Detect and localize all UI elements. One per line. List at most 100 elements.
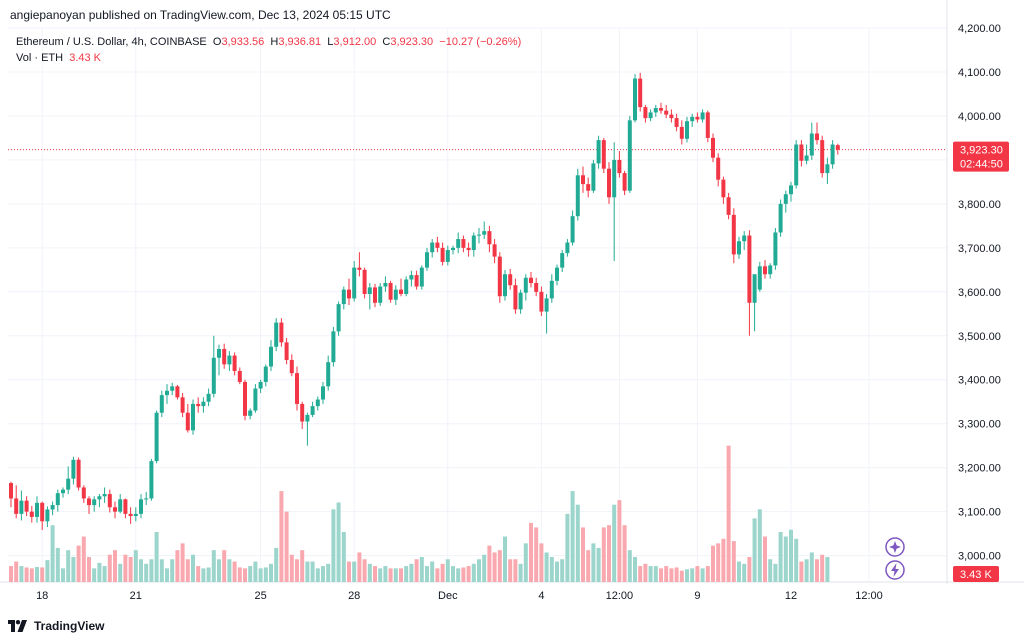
- candle-body: [237, 370, 242, 382]
- candle-body: [747, 235, 752, 303]
- volume-bar: [107, 554, 112, 582]
- volume-bar: [695, 566, 700, 582]
- candle: [534, 277, 539, 297]
- volume-badge-label: 3.43 K: [960, 569, 992, 581]
- volume-bar: [497, 550, 502, 582]
- candle-body: [144, 498, 149, 500]
- candle-body: [321, 386, 325, 400]
- price-chart[interactable]: 4,200.004,100.004,000.003,900.003,800.00…: [0, 0, 1024, 612]
- candle-body: [425, 252, 429, 268]
- symbol-title[interactable]: Ethereum / U.S. Dollar, 4h, COINBASE: [16, 36, 207, 48]
- candle: [731, 208, 736, 264]
- candle-body: [581, 175, 585, 185]
- sparkle-icon[interactable]: [885, 537, 905, 557]
- candle-body: [367, 287, 372, 295]
- candle: [159, 390, 164, 418]
- volume-bar: [388, 568, 393, 582]
- price-tick-label: 4,000.00: [958, 111, 1001, 123]
- candle-body: [685, 121, 689, 139]
- price-tick-label: 3,200.00: [958, 463, 1001, 475]
- time-tick-label: 18: [36, 590, 48, 602]
- candle-body: [40, 502, 45, 522]
- candle: [763, 260, 767, 279]
- volume-bar: [659, 568, 663, 582]
- candle-body: [492, 244, 497, 257]
- candle-body: [201, 401, 206, 407]
- candle: [601, 137, 606, 174]
- candle-body: [263, 366, 268, 382]
- candle-body: [617, 159, 622, 174]
- candle: [336, 301, 341, 336]
- candle-body: [175, 386, 180, 398]
- candle-body: [763, 266, 767, 275]
- candle-body: [222, 348, 227, 365]
- candle: [170, 382, 175, 396]
- volume-bar: [118, 563, 123, 582]
- volume-bar: [414, 559, 419, 582]
- candle: [809, 122, 814, 160]
- volume-bar: [591, 543, 596, 582]
- volume-bar: [451, 566, 455, 582]
- volume-bar: [336, 502, 341, 582]
- low-value: 3,912.00: [333, 36, 377, 48]
- volume-badge: [953, 566, 999, 582]
- change-value: −10.27 (−0.26%): [439, 36, 522, 48]
- volume-bar: [633, 557, 637, 582]
- volume-bar: [560, 559, 565, 582]
- candle-body: [71, 459, 76, 479]
- volume-label[interactable]: Vol · ETH: [16, 52, 64, 64]
- candle: [66, 466, 71, 495]
- volume-bar: [419, 557, 424, 582]
- candle-body: [653, 108, 658, 113]
- candle: [128, 507, 133, 524]
- candle-body: [809, 133, 814, 156]
- volume-bar: [534, 527, 539, 582]
- candle: [778, 199, 783, 237]
- candle-body: [503, 274, 507, 297]
- candle: [492, 239, 497, 264]
- candle-body: [586, 184, 591, 191]
- candle: [643, 104, 648, 123]
- candle: [440, 242, 445, 266]
- candle-body: [159, 395, 164, 413]
- candle-body: [612, 159, 617, 198]
- candle: [435, 236, 440, 253]
- candle: [341, 286, 346, 310]
- volume-bar: [503, 536, 507, 582]
- candle: [232, 352, 237, 376]
- candle: [165, 384, 169, 404]
- volume-value: 3.43 K: [69, 52, 102, 64]
- candle-body: [284, 342, 289, 360]
- volume-bar: [347, 561, 351, 582]
- candle-body: [534, 283, 539, 292]
- volume-bar: [217, 559, 221, 582]
- candle-body: [149, 461, 154, 499]
- volume-bar: [581, 527, 585, 582]
- candle: [414, 270, 419, 290]
- volume-bar: [825, 557, 830, 582]
- volume-bar: [206, 567, 211, 582]
- candle: [430, 239, 435, 258]
- bar-countdown-label: 02:44:50: [960, 159, 1003, 171]
- publish-header: angiepanoyan published on TradingView.co…: [0, 0, 1024, 28]
- candle: [300, 401, 305, 429]
- candle-body: [185, 412, 190, 431]
- volume-bar: [305, 561, 310, 582]
- volume-bar: [669, 568, 674, 582]
- candles: [9, 72, 840, 531]
- lightning-icon[interactable]: [885, 560, 905, 580]
- candle-body: [170, 386, 175, 391]
- candle: [529, 272, 533, 288]
- volume-bar: [643, 563, 648, 582]
- candle-body: [102, 494, 107, 497]
- candle: [383, 276, 388, 292]
- candle: [248, 408, 253, 420]
- candle: [586, 177, 591, 198]
- candle: [263, 364, 268, 387]
- volume-bar: [373, 566, 377, 582]
- axis-badges: 3,923.30 02:44:50 3.43 K: [953, 141, 1009, 582]
- candle-body: [731, 214, 736, 255]
- candle: [14, 485, 19, 519]
- candle: [222, 343, 227, 369]
- tradingview-logo[interactable]: TradingView: [8, 619, 104, 633]
